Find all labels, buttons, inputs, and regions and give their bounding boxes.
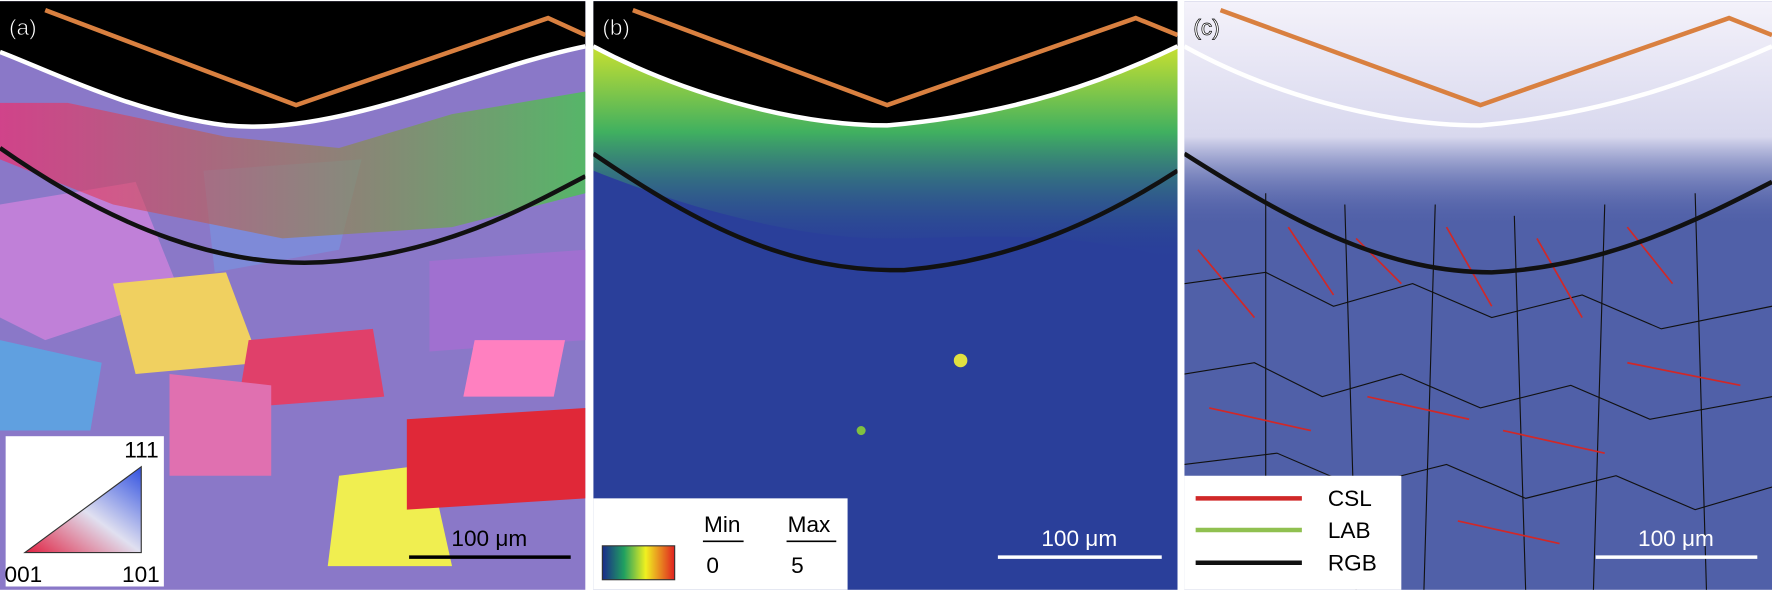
ipf-corner-label: 001	[5, 562, 43, 587]
colorbar-min-label: Min	[704, 512, 740, 537]
legend-entry: LAB	[1328, 518, 1371, 543]
panel-label: (c)	[1193, 15, 1219, 40]
colorbar-max-label: Max	[788, 512, 831, 537]
scale-bar-label: 100 μm	[1041, 526, 1117, 551]
ipf-corner-label: 101	[122, 562, 160, 587]
colorbar-min-value: 0	[706, 553, 719, 578]
panel-b: Min 0 Max 5 100 μm (b)	[593, 1, 1178, 590]
legend-entry: CSL	[1328, 486, 1372, 511]
panel-c: CSL LAB RGB 100 μm (c)	[1184, 1, 1772, 590]
ipf-corner-label: 111	[124, 438, 158, 463]
legend-entry: RGB	[1328, 551, 1377, 576]
panel-label: (a)	[9, 15, 37, 40]
colorbar-max-value: 5	[791, 553, 804, 578]
scale-bar-label: 100 μm	[451, 526, 527, 551]
panel-label: (b)	[602, 15, 630, 40]
panel-a: 111 001 101 100 μm (a)	[0, 1, 586, 590]
scale-bar-label: 100 μm	[1638, 526, 1714, 551]
